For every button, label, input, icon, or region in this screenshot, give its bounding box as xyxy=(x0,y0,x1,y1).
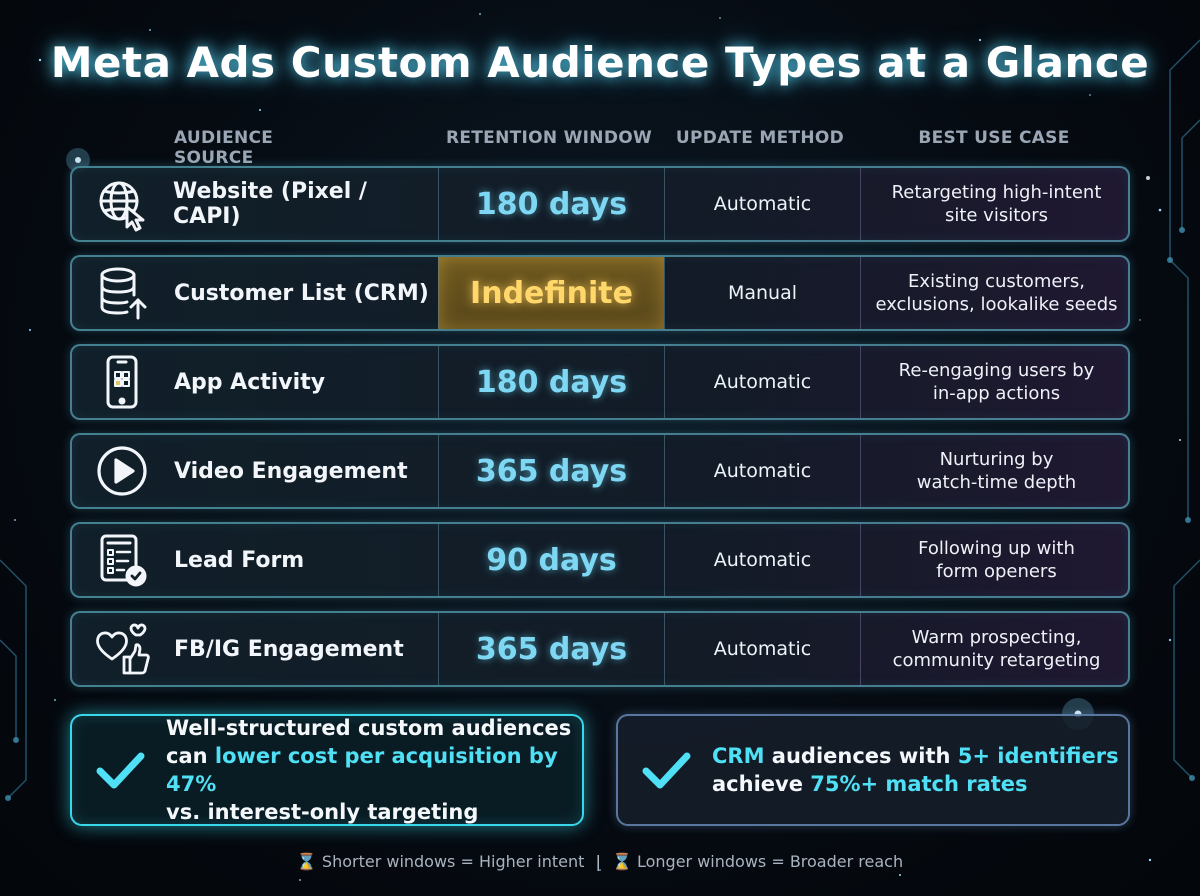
hearts-thumbs-up-icon xyxy=(90,617,154,681)
row-update-method: Automatic xyxy=(713,460,812,482)
callout-right-text1: audiences with xyxy=(764,744,958,768)
row-source-label: Customer List (CRM) xyxy=(174,280,429,306)
row-update-method: Manual xyxy=(727,282,798,304)
table-row: Customer List (CRM) Indefinite Manual Ex… xyxy=(70,255,1130,331)
form-check-icon xyxy=(90,528,154,592)
smartphone-icon xyxy=(90,350,154,414)
column-header-update: UPDATE METHOD xyxy=(675,128,845,148)
table-row: FB/IG Engagement 365 days Automatic Warm… xyxy=(70,611,1130,687)
globe-cursor-icon xyxy=(90,172,153,236)
row-retention-value: 90 days xyxy=(486,542,617,578)
row-source-label: Video Engagement xyxy=(174,458,408,484)
hourglass-gold-icon: ⌛ xyxy=(611,852,632,871)
row-update-method: Automatic xyxy=(713,549,812,571)
row-update-method: Automatic xyxy=(713,638,812,660)
play-icon xyxy=(90,439,154,503)
callout-right-identifiers: 5+ identifiers xyxy=(957,744,1119,768)
table-row: Video Engagement 365 days Automatic Nurt… xyxy=(70,433,1130,509)
row-use-case: Nurturing by watch-time depth xyxy=(916,449,1077,493)
footer-legend: ⌛ Shorter windows = Higher intent | ⌛ Lo… xyxy=(0,852,1200,871)
callout-right-text2: achieve xyxy=(712,772,811,796)
database-upload-icon xyxy=(90,261,154,325)
row-use-case: Warm prospecting, community retargeting xyxy=(892,627,1101,671)
row-use-case: Retargeting high-intent site visitors xyxy=(891,182,1102,226)
column-headers: AUDIENCE SOURCE RETENTION WINDOW UPDATE … xyxy=(0,128,1200,168)
callout-cpa-reduction: Well-structured custom audiences can low… xyxy=(70,714,584,826)
row-retention-value: 180 days xyxy=(475,186,628,222)
retention-highlight-cell: Indefinite xyxy=(438,257,664,329)
row-use-case: Following up with form openers xyxy=(918,538,1075,582)
row-retention-value: 365 days xyxy=(475,453,628,489)
footer-left-text: Shorter windows = Higher intent xyxy=(321,852,585,871)
page-title: Meta Ads Custom Audience Types at a Glan… xyxy=(50,38,1150,87)
column-header-retention: RETENTION WINDOW xyxy=(445,128,653,148)
row-source-label: FB/IG Engagement xyxy=(174,636,404,662)
callout-left-text: Well-structured custom audiences can low… xyxy=(166,714,582,826)
row-retention-value: Indefinite xyxy=(470,275,633,311)
hourglass-icon: ⌛ xyxy=(296,852,317,871)
footer-right-text: Longer windows = Broader reach xyxy=(636,852,904,871)
row-source-label: App Activity xyxy=(174,369,326,395)
callout-crm-match-rate: CRM audiences with 5+ identifiers achiev… xyxy=(616,714,1130,826)
callout-right-crm: CRM xyxy=(712,744,765,768)
column-header-use-case: BEST USE CASE xyxy=(918,128,1070,148)
table-row: Website (Pixel / CAPI) 180 days Automati… xyxy=(70,166,1130,242)
row-retention-value: 180 days xyxy=(475,364,628,400)
row-update-method: Automatic xyxy=(713,371,812,393)
table-row: Lead Form 90 days Automatic Following up… xyxy=(70,522,1130,598)
row-source-label: Website (Pixel / CAPI) xyxy=(173,179,367,229)
row-update-method: Automatic xyxy=(713,193,812,215)
callout-left-line3: vs. interest-only targeting xyxy=(166,800,479,824)
callout-left-highlight: lower cost per acquisition by 47% xyxy=(166,744,558,796)
callout-right-match-rates: 75%+ match rates xyxy=(810,772,1028,796)
callout-right-text: CRM audiences with 5+ identifiers achiev… xyxy=(712,742,1119,798)
callout-left-line1: Well-structured custom audiences xyxy=(166,716,572,740)
table-row: App Activity 180 days Automatic Re-engag… xyxy=(70,344,1130,420)
row-retention-value: 365 days xyxy=(475,631,628,667)
checkmark-icon xyxy=(642,752,691,789)
callout-left-line2-prefix: can xyxy=(166,744,215,768)
row-use-case: Existing customers, exclusions, lookalik… xyxy=(875,271,1118,315)
row-use-case: Re-engaging users by in-app actions xyxy=(898,360,1095,404)
row-source-label: Lead Form xyxy=(174,547,305,573)
footer-separator: | xyxy=(595,852,601,871)
column-header-source: AUDIENCE SOURCE xyxy=(174,128,274,168)
checkmark-icon xyxy=(96,752,145,789)
